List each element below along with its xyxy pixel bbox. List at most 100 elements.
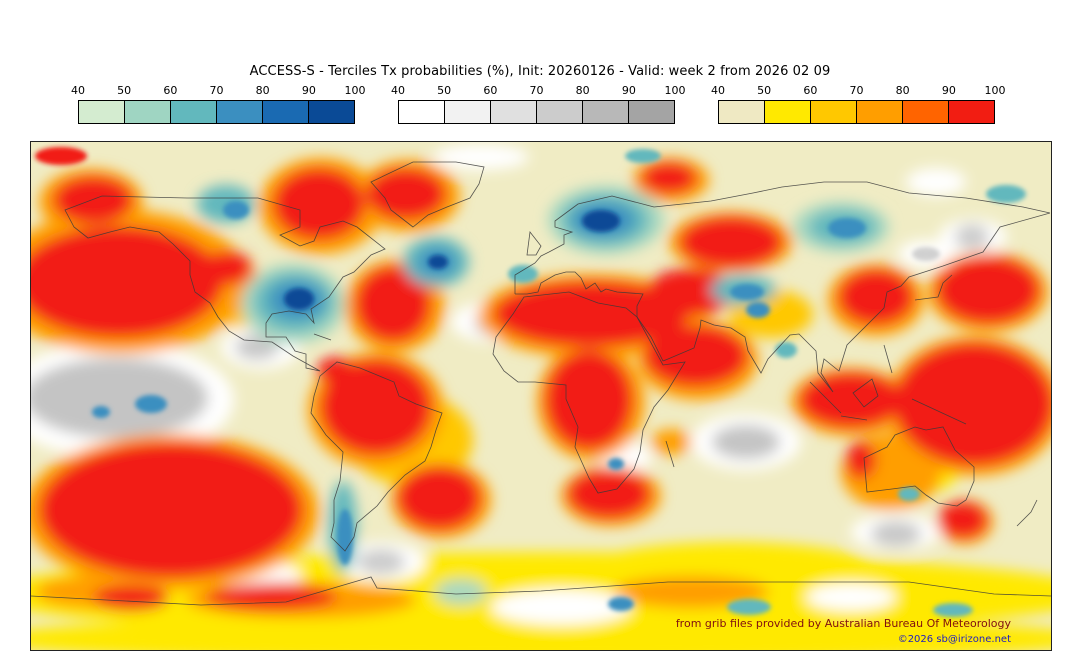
probability-blob xyxy=(35,147,87,165)
copyright-text: ©2026 sb@irizone.net xyxy=(897,634,1011,645)
probability-blob xyxy=(938,501,988,539)
coastline-path xyxy=(863,426,975,507)
probability-blob xyxy=(651,429,691,455)
coastline-path xyxy=(840,415,868,421)
legend-color-segment xyxy=(949,101,994,123)
legend-color-segment xyxy=(399,101,445,123)
probability-blob xyxy=(545,350,633,450)
probability-blob xyxy=(933,603,973,617)
probability-blob xyxy=(355,266,431,342)
coastlines xyxy=(31,161,1051,606)
probability-blob xyxy=(53,176,133,224)
probability-blob xyxy=(366,168,446,220)
probability-blob xyxy=(828,218,866,238)
probability-blob xyxy=(135,395,167,413)
legend-color-segment xyxy=(445,101,491,123)
colorbar-ticks: 40 50 60 70 80 90 100 xyxy=(71,84,366,97)
probability-blob xyxy=(936,256,1040,324)
probability-blob xyxy=(223,201,249,219)
coastline-path xyxy=(310,361,443,552)
probability-blob xyxy=(898,487,920,501)
probability-blob xyxy=(906,168,966,196)
legend-tick-label: 40 xyxy=(391,84,405,97)
probability-blob xyxy=(337,509,353,565)
probability-blob xyxy=(491,589,631,625)
legend-tick-label: 100 xyxy=(984,84,1006,97)
probability-blob xyxy=(508,265,538,283)
legend-color-segment xyxy=(857,101,903,123)
legend-color-segment xyxy=(263,101,309,123)
probability-blob xyxy=(641,162,697,194)
coastline-path xyxy=(883,344,893,374)
probability-blob xyxy=(730,284,764,300)
probability-blob xyxy=(39,442,303,578)
legend-color-segment xyxy=(629,101,674,123)
legend-color-segment xyxy=(811,101,857,123)
coastline-path xyxy=(809,381,842,414)
probability-blob xyxy=(871,521,921,547)
map-container: from grib files provided by Australian B… xyxy=(30,141,1052,651)
probability-blob xyxy=(397,466,481,530)
probability-blob xyxy=(428,255,448,269)
legend-color-segment xyxy=(217,101,263,123)
legend-tick-label: 40 xyxy=(71,84,85,97)
credit-text: from grib files provided by Australian B… xyxy=(675,617,1011,630)
coastline-path xyxy=(64,195,386,372)
coastline-path xyxy=(852,378,879,408)
probability-blob xyxy=(846,441,876,479)
probability-blob xyxy=(582,210,620,232)
probability-blob xyxy=(955,224,989,250)
legend-color-segment xyxy=(491,101,537,123)
probability-blob xyxy=(31,226,223,338)
probability-blob xyxy=(746,302,770,318)
probability-blob xyxy=(775,342,797,358)
probability-blob xyxy=(644,325,748,387)
legend-color-segment xyxy=(171,101,217,123)
legend-tick-label: 90 xyxy=(941,84,956,97)
probability-blob xyxy=(435,579,487,605)
legend-tick-label: 90 xyxy=(621,84,636,97)
probability-blob xyxy=(625,149,661,163)
legend-tick-label: 50 xyxy=(437,84,452,97)
colorbar-ticks: 40 50 60 70 80 90 100 xyxy=(711,84,1006,97)
probability-blob xyxy=(679,216,783,268)
probability-field-large xyxy=(31,144,1051,650)
probability-blob xyxy=(806,583,896,611)
probability-blob xyxy=(894,342,1051,466)
probability-blob xyxy=(799,372,903,428)
coastline-path xyxy=(911,398,967,425)
probability-blob xyxy=(92,406,110,418)
colorbar-warm-tercile: 40 50 60 70 80 90 100 xyxy=(711,84,1006,124)
legend-row: 40 50 60 70 80 90 100 40 50 60 70 80 90 100 40 50 60 70… xyxy=(0,84,1080,130)
page-title: ACCESS-S - Terciles Tx probabilities (%)… xyxy=(249,64,831,79)
probability-blob xyxy=(567,469,651,519)
probability-field-detail xyxy=(35,147,1026,617)
legend-color-segment xyxy=(765,101,811,123)
legend-color-segment xyxy=(903,101,949,123)
coastline-path xyxy=(1016,499,1038,527)
colorbar-scale xyxy=(718,100,995,124)
coastline-path xyxy=(313,333,332,341)
probability-blob xyxy=(647,268,735,316)
probability-blob xyxy=(273,168,365,240)
legend-tick-label: 80 xyxy=(895,84,910,97)
probability-blob xyxy=(31,615,1051,650)
legend-color-segment xyxy=(719,101,765,123)
legend-tick-label: 70 xyxy=(849,84,864,97)
probability-blob xyxy=(202,251,252,285)
legend-tick-label: 70 xyxy=(209,84,224,97)
probability-blob xyxy=(608,597,634,611)
colorbar-scale xyxy=(78,100,355,124)
legend-tick-label: 60 xyxy=(163,84,178,97)
coastline-path xyxy=(31,576,1051,606)
legend-tick-label: 90 xyxy=(301,84,316,97)
legend-color-segment xyxy=(79,101,125,123)
probability-blob xyxy=(197,185,255,223)
colorbar-scale xyxy=(398,100,675,124)
probability-blob xyxy=(357,549,405,575)
legend-tick-label: 50 xyxy=(757,84,772,97)
legend-tick-label: 80 xyxy=(575,84,590,97)
probability-blob xyxy=(912,247,940,261)
probability-blob xyxy=(613,576,769,608)
probability-blob xyxy=(205,584,337,610)
